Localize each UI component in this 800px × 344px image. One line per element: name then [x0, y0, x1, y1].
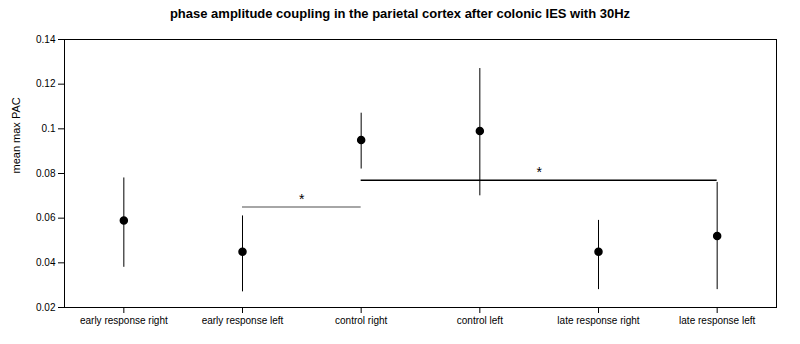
svg-text:0.08: 0.08	[36, 168, 56, 179]
svg-text:0.12: 0.12	[36, 78, 56, 89]
html-text:phase amplitude coupling in th: phase amplitude coupling in the parietal…	[169, 6, 631, 21]
svg-text:early response right: early response right	[80, 315, 168, 326]
svg-text:0.06: 0.06	[36, 212, 56, 223]
svg-text:control right: control right	[335, 315, 387, 326]
svg-text:0.04: 0.04	[36, 257, 56, 268]
svg-text:0.02: 0.02	[36, 302, 56, 313]
svg-text:early response left: early response left	[202, 315, 284, 326]
svg-text:*: *	[536, 164, 542, 180]
svg-text:*: *	[299, 191, 305, 207]
svg-text:control left: control left	[457, 315, 503, 326]
svg-text:late response left: late response left	[679, 315, 755, 326]
svg-text:late response right: late response right	[557, 315, 639, 326]
svg-text:0.14: 0.14	[36, 34, 56, 45]
svg-text:mean max PAC: mean max PAC	[10, 97, 22, 173]
svg-text:0.1: 0.1	[42, 123, 56, 134]
